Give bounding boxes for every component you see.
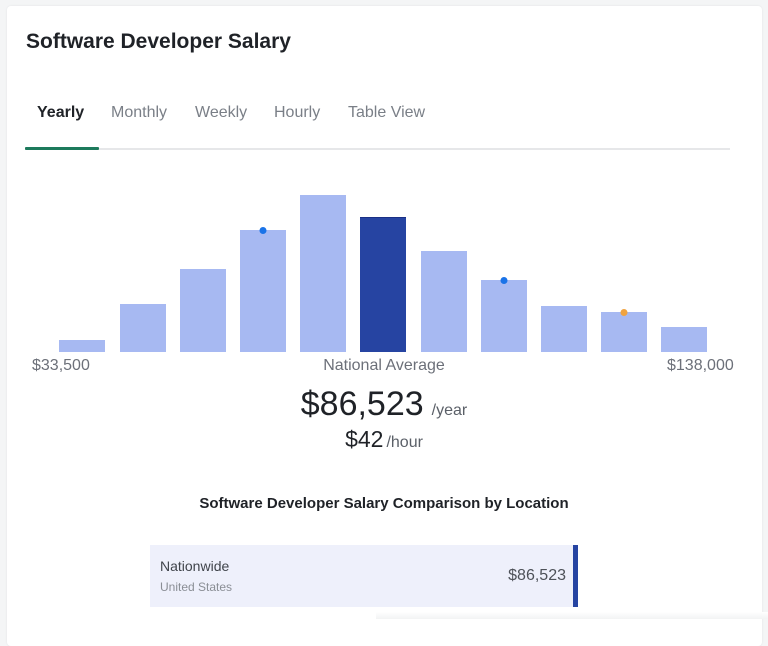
- location-name: Nationwide: [160, 558, 230, 574]
- yearly-average-value: $86,523: [300, 385, 424, 423]
- histogram-bar[interactable]: [240, 227, 286, 352]
- histogram-bar[interactable]: [180, 269, 226, 352]
- histogram-bar[interactable]: [300, 195, 346, 352]
- tab-yearly[interactable]: Yearly: [37, 104, 85, 121]
- tab-hourly[interactable]: Hourly: [274, 104, 321, 121]
- histogram-bar-national-average[interactable]: [360, 217, 406, 352]
- yearly-unit: /year: [431, 402, 468, 419]
- yearly-average: $86,523/year: [0, 385, 768, 424]
- location-subtitle: United States: [160, 580, 233, 594]
- active-tab-indicator: [25, 147, 99, 150]
- histogram-bar[interactable]: [661, 327, 707, 352]
- tab-table-view[interactable]: Table View: [348, 104, 426, 121]
- histogram-bar[interactable]: [541, 306, 587, 352]
- marker-dot-icon: [500, 277, 508, 284]
- marker-dot-icon: [620, 309, 628, 316]
- histogram-bar[interactable]: [120, 304, 166, 352]
- histogram-bar[interactable]: [421, 251, 467, 352]
- histogram-bar[interactable]: [59, 340, 105, 352]
- hourly-unit: /hour: [386, 434, 423, 451]
- overlay-shadow: [376, 612, 768, 619]
- histogram-bar[interactable]: [481, 277, 527, 352]
- comparison-title: Software Developer Salary Comparison by …: [199, 495, 569, 512]
- location-salary: $86,523: [508, 567, 566, 584]
- hourly-average-value: $42: [345, 426, 384, 452]
- period-tabs: Yearly Monthly Weekly Hourly Table View: [25, 100, 730, 150]
- tab-monthly[interactable]: Monthly: [111, 104, 168, 121]
- hourly-average: $42/hour: [0, 426, 768, 453]
- comparison-row-nationwide[interactable]: Nationwide United States $86,523: [150, 545, 578, 607]
- marker-dot-icon: [259, 227, 267, 234]
- page-title: Software Developer Salary: [26, 30, 291, 53]
- histogram-bar[interactable]: [601, 309, 647, 352]
- tab-weekly[interactable]: Weekly: [195, 104, 248, 121]
